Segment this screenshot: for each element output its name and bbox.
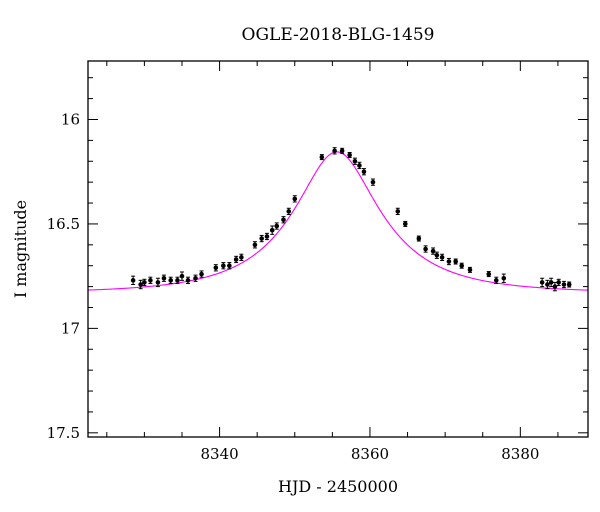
data-point — [501, 275, 507, 281]
data-point — [213, 265, 219, 271]
data-point — [545, 282, 550, 287]
data-point — [561, 282, 567, 287]
data-point — [319, 154, 325, 160]
data-point — [467, 267, 473, 273]
x-tick-label: 8380 — [501, 445, 539, 463]
y-axis-label: I magnitude — [11, 200, 30, 298]
x-tick-label: 8360 — [351, 445, 389, 463]
data-point — [142, 280, 147, 285]
data-point — [221, 263, 226, 269]
data-point — [439, 255, 445, 260]
data-point — [193, 275, 198, 281]
chart-title: OGLE-2018-BLG-1459 — [242, 25, 435, 45]
data-point — [269, 227, 275, 233]
data-point — [430, 248, 436, 254]
data-point — [556, 280, 561, 285]
y-tick-label: 17 — [61, 319, 80, 337]
plot-frame — [87, 60, 589, 438]
y-tick-label: 16 — [61, 110, 80, 128]
data-point — [185, 278, 191, 283]
data-point — [233, 257, 239, 262]
data-point — [370, 179, 376, 185]
data-point — [453, 259, 458, 264]
data-point — [274, 223, 280, 229]
data-point — [423, 246, 428, 252]
plot-area — [87, 147, 589, 292]
data-point — [339, 148, 345, 154]
data-point — [446, 259, 452, 264]
model-curve — [87, 151, 589, 291]
data-point — [361, 169, 367, 175]
data-point — [402, 221, 408, 227]
data-point — [264, 234, 270, 239]
data-point — [179, 273, 185, 279]
data-point — [252, 242, 258, 248]
data-point — [138, 282, 143, 287]
data-point — [292, 196, 298, 202]
data-point — [552, 284, 558, 289]
data-point — [148, 278, 153, 283]
data-point — [155, 280, 161, 285]
data-point — [416, 236, 422, 241]
data-point — [332, 148, 337, 154]
data-point — [566, 282, 572, 287]
data-point — [168, 278, 174, 283]
data-point — [548, 280, 554, 285]
data-point — [259, 236, 264, 241]
data-point — [357, 163, 362, 168]
data-point — [434, 252, 440, 258]
data-point — [347, 152, 352, 158]
data-point — [130, 278, 136, 283]
axis-ticks: 8340 8360 8380 16 16.5 17 17.5 — [47, 61, 588, 463]
x-axis-label: HJD - 2450000 — [278, 477, 398, 496]
data-point — [227, 263, 232, 269]
data-point — [281, 217, 286, 223]
data-point — [459, 263, 464, 269]
data-point — [486, 271, 492, 277]
x-tick-label: 8340 — [200, 445, 238, 463]
data-point — [175, 278, 180, 283]
data-point — [395, 209, 401, 214]
data-point — [286, 209, 292, 214]
data-point — [352, 158, 358, 164]
data-point — [239, 255, 244, 260]
data-point — [493, 278, 499, 283]
y-tick-label: 17.5 — [47, 424, 80, 442]
data-point — [161, 275, 167, 281]
data-point — [539, 280, 545, 285]
data-point — [199, 271, 204, 277]
y-tick-label: 16.5 — [47, 215, 80, 233]
